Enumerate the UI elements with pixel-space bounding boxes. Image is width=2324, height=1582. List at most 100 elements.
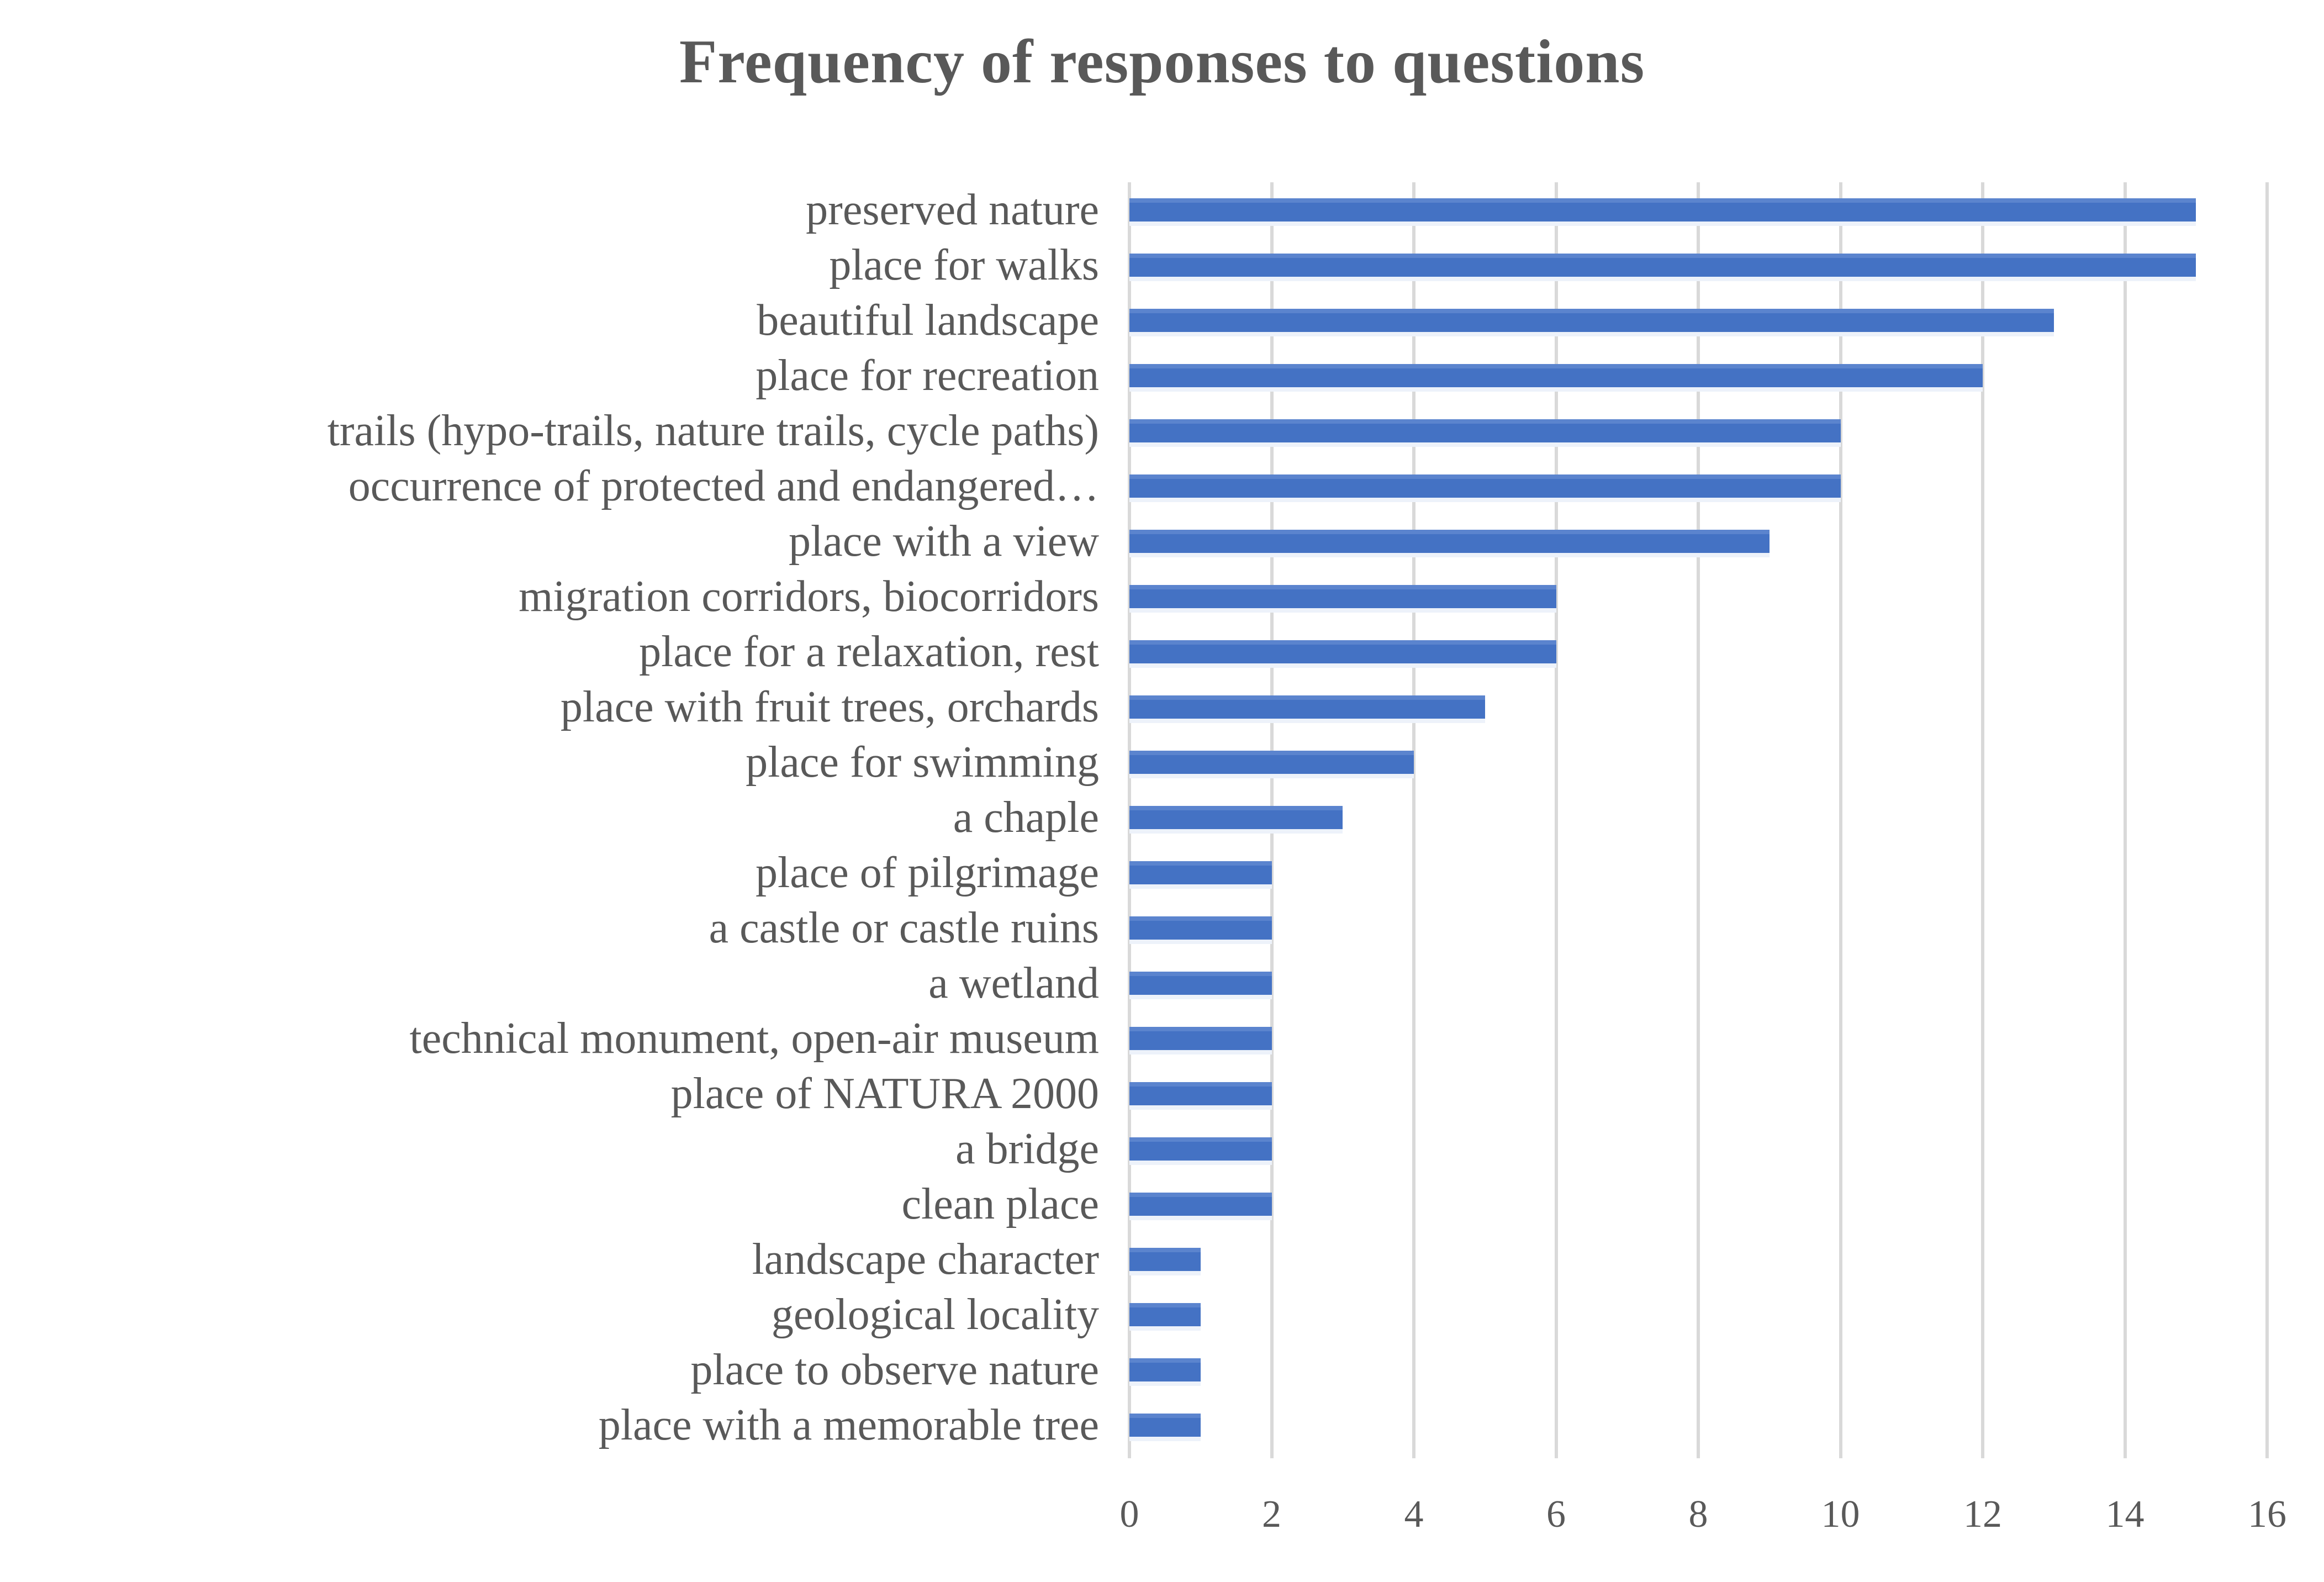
- bar: [1129, 972, 1272, 995]
- bar-track: [1129, 238, 2267, 293]
- chart-title: Frequency of responses to questions: [679, 28, 1645, 96]
- category-label: place for walks: [829, 241, 1099, 289]
- bar-row: geological locality: [0, 1287, 2324, 1342]
- bar-track: [1129, 900, 2267, 956]
- bar-row: place for swimming: [0, 735, 2324, 790]
- bar-row: place of NATURA 2000: [0, 1066, 2324, 1121]
- bar: [1129, 695, 1485, 719]
- x-tick-label: 0: [1119, 1493, 1139, 1536]
- bar: [1129, 1248, 1201, 1271]
- category-label: landscape character: [752, 1235, 1099, 1284]
- category-label: a bridge: [955, 1125, 1099, 1173]
- bar-track: [1129, 403, 2267, 458]
- bar-track: [1129, 1066, 2267, 1121]
- bar-track: [1129, 1121, 2267, 1177]
- bar-rows: preserved nature place for walks beautiful…: [0, 182, 2324, 1453]
- category-label: place for swimming: [746, 738, 1099, 787]
- bar: [1129, 419, 1841, 442]
- bar-row: a castle or castle ruins: [0, 900, 2324, 956]
- bar-track: [1129, 624, 2267, 679]
- x-tick-label: 2: [1262, 1493, 1281, 1536]
- category-label: place with fruit trees, orchards: [560, 683, 1099, 731]
- bar: [1129, 640, 1556, 663]
- bar-row: place with fruit trees, orchards: [0, 679, 2324, 735]
- x-tick-label: 16: [2248, 1493, 2286, 1536]
- category-label: technical monument, open-air museum: [409, 1014, 1099, 1063]
- bar: [1129, 861, 1272, 884]
- bar-track: [1129, 1177, 2267, 1232]
- category-label: place of NATURA 2000: [670, 1069, 1099, 1118]
- x-axis: 0 2 4 6 8 10 12 14 16: [1120, 1491, 2287, 1558]
- x-tick-label: 10: [1821, 1493, 1860, 1536]
- bar-row: a chaple: [0, 790, 2324, 845]
- bar-track: [1129, 1342, 2267, 1398]
- bar: [1129, 806, 1343, 829]
- bar: [1129, 530, 1770, 553]
- x-tick-label: 8: [1688, 1493, 1708, 1536]
- bar-row: place for recreation: [0, 348, 2324, 403]
- category-label: beautiful landscape: [757, 296, 1099, 345]
- bar-row: technical monument, open-air museum: [0, 1011, 2324, 1066]
- bar-track: [1129, 735, 2267, 790]
- gridline-8: [1697, 182, 1700, 1458]
- x-tick-label: 6: [1546, 1493, 1566, 1536]
- bar: [1129, 1082, 1272, 1105]
- bar: [1129, 254, 2196, 277]
- bar: [1129, 198, 2196, 222]
- bar-row: place for walks: [0, 238, 2324, 293]
- bar-row: place with a memorable tree: [0, 1398, 2324, 1453]
- category-label: a castle or castle ruins: [709, 904, 1099, 952]
- category-label: a chaple: [953, 793, 1099, 842]
- category-label: place for recreation: [756, 351, 1099, 400]
- bar: [1129, 1137, 1272, 1161]
- category-label: place with a memorable tree: [598, 1401, 1099, 1449]
- bar-row: occurrence of protected and endangered…: [0, 458, 2324, 514]
- bar-track: [1129, 514, 2267, 569]
- bar: [1129, 751, 1414, 774]
- bar-track: [1129, 1232, 2267, 1287]
- gridline-6: [1554, 182, 1558, 1458]
- bar-row: a bridge: [0, 1121, 2324, 1177]
- gridline-12: [1981, 182, 1984, 1458]
- bar: [1129, 1414, 1201, 1437]
- bar-track: [1129, 293, 2267, 348]
- x-tick-label: 4: [1404, 1493, 1424, 1536]
- bar-row: beautiful landscape: [0, 293, 2324, 348]
- category-label: clean place: [901, 1180, 1100, 1228]
- category-label: place with a view: [789, 517, 1099, 566]
- bar: [1129, 1303, 1201, 1326]
- bar-row: preserved nature: [0, 182, 2324, 238]
- bar-track: [1129, 458, 2267, 514]
- bar-row: trails (hypo-trails, nature trails, cycl…: [0, 403, 2324, 458]
- category-label: preserved nature: [806, 186, 1099, 234]
- bar: [1129, 474, 1841, 498]
- bar: [1129, 585, 1556, 608]
- bar-row: place of pilgrimage: [0, 845, 2324, 900]
- bar-row: place for a relaxation, rest: [0, 624, 2324, 679]
- category-label: geological locality: [771, 1290, 1099, 1339]
- bar-track: [1129, 569, 2267, 624]
- bar-row: a wetland: [0, 956, 2324, 1011]
- bar-track: [1129, 845, 2267, 900]
- bar-row: clean place: [0, 1177, 2324, 1232]
- bar-row: place with a view: [0, 514, 2324, 569]
- category-label: place for a relaxation, rest: [639, 627, 1099, 676]
- bar: [1129, 1027, 1272, 1050]
- bar: [1129, 364, 1983, 387]
- bar-track: [1129, 679, 2267, 735]
- gridline-16: [2265, 182, 2269, 1458]
- bar-track: [1129, 348, 2267, 403]
- category-label: trails (hypo-trails, nature trails, cycl…: [327, 407, 1099, 455]
- bar-row: place to observe nature: [0, 1342, 2324, 1398]
- category-label: migration corridors, biocorridors: [519, 572, 1099, 621]
- category-label: place of pilgrimage: [756, 848, 1099, 897]
- bar: [1129, 916, 1272, 940]
- bar-track: [1129, 956, 2267, 1011]
- bar-track: [1129, 1011, 2267, 1066]
- bar-row: landscape character: [0, 1232, 2324, 1287]
- bar-track: [1129, 1287, 2267, 1342]
- bar-row: migration corridors, biocorridors: [0, 569, 2324, 624]
- gridline-14: [2123, 182, 2127, 1458]
- bar: [1129, 1193, 1272, 1216]
